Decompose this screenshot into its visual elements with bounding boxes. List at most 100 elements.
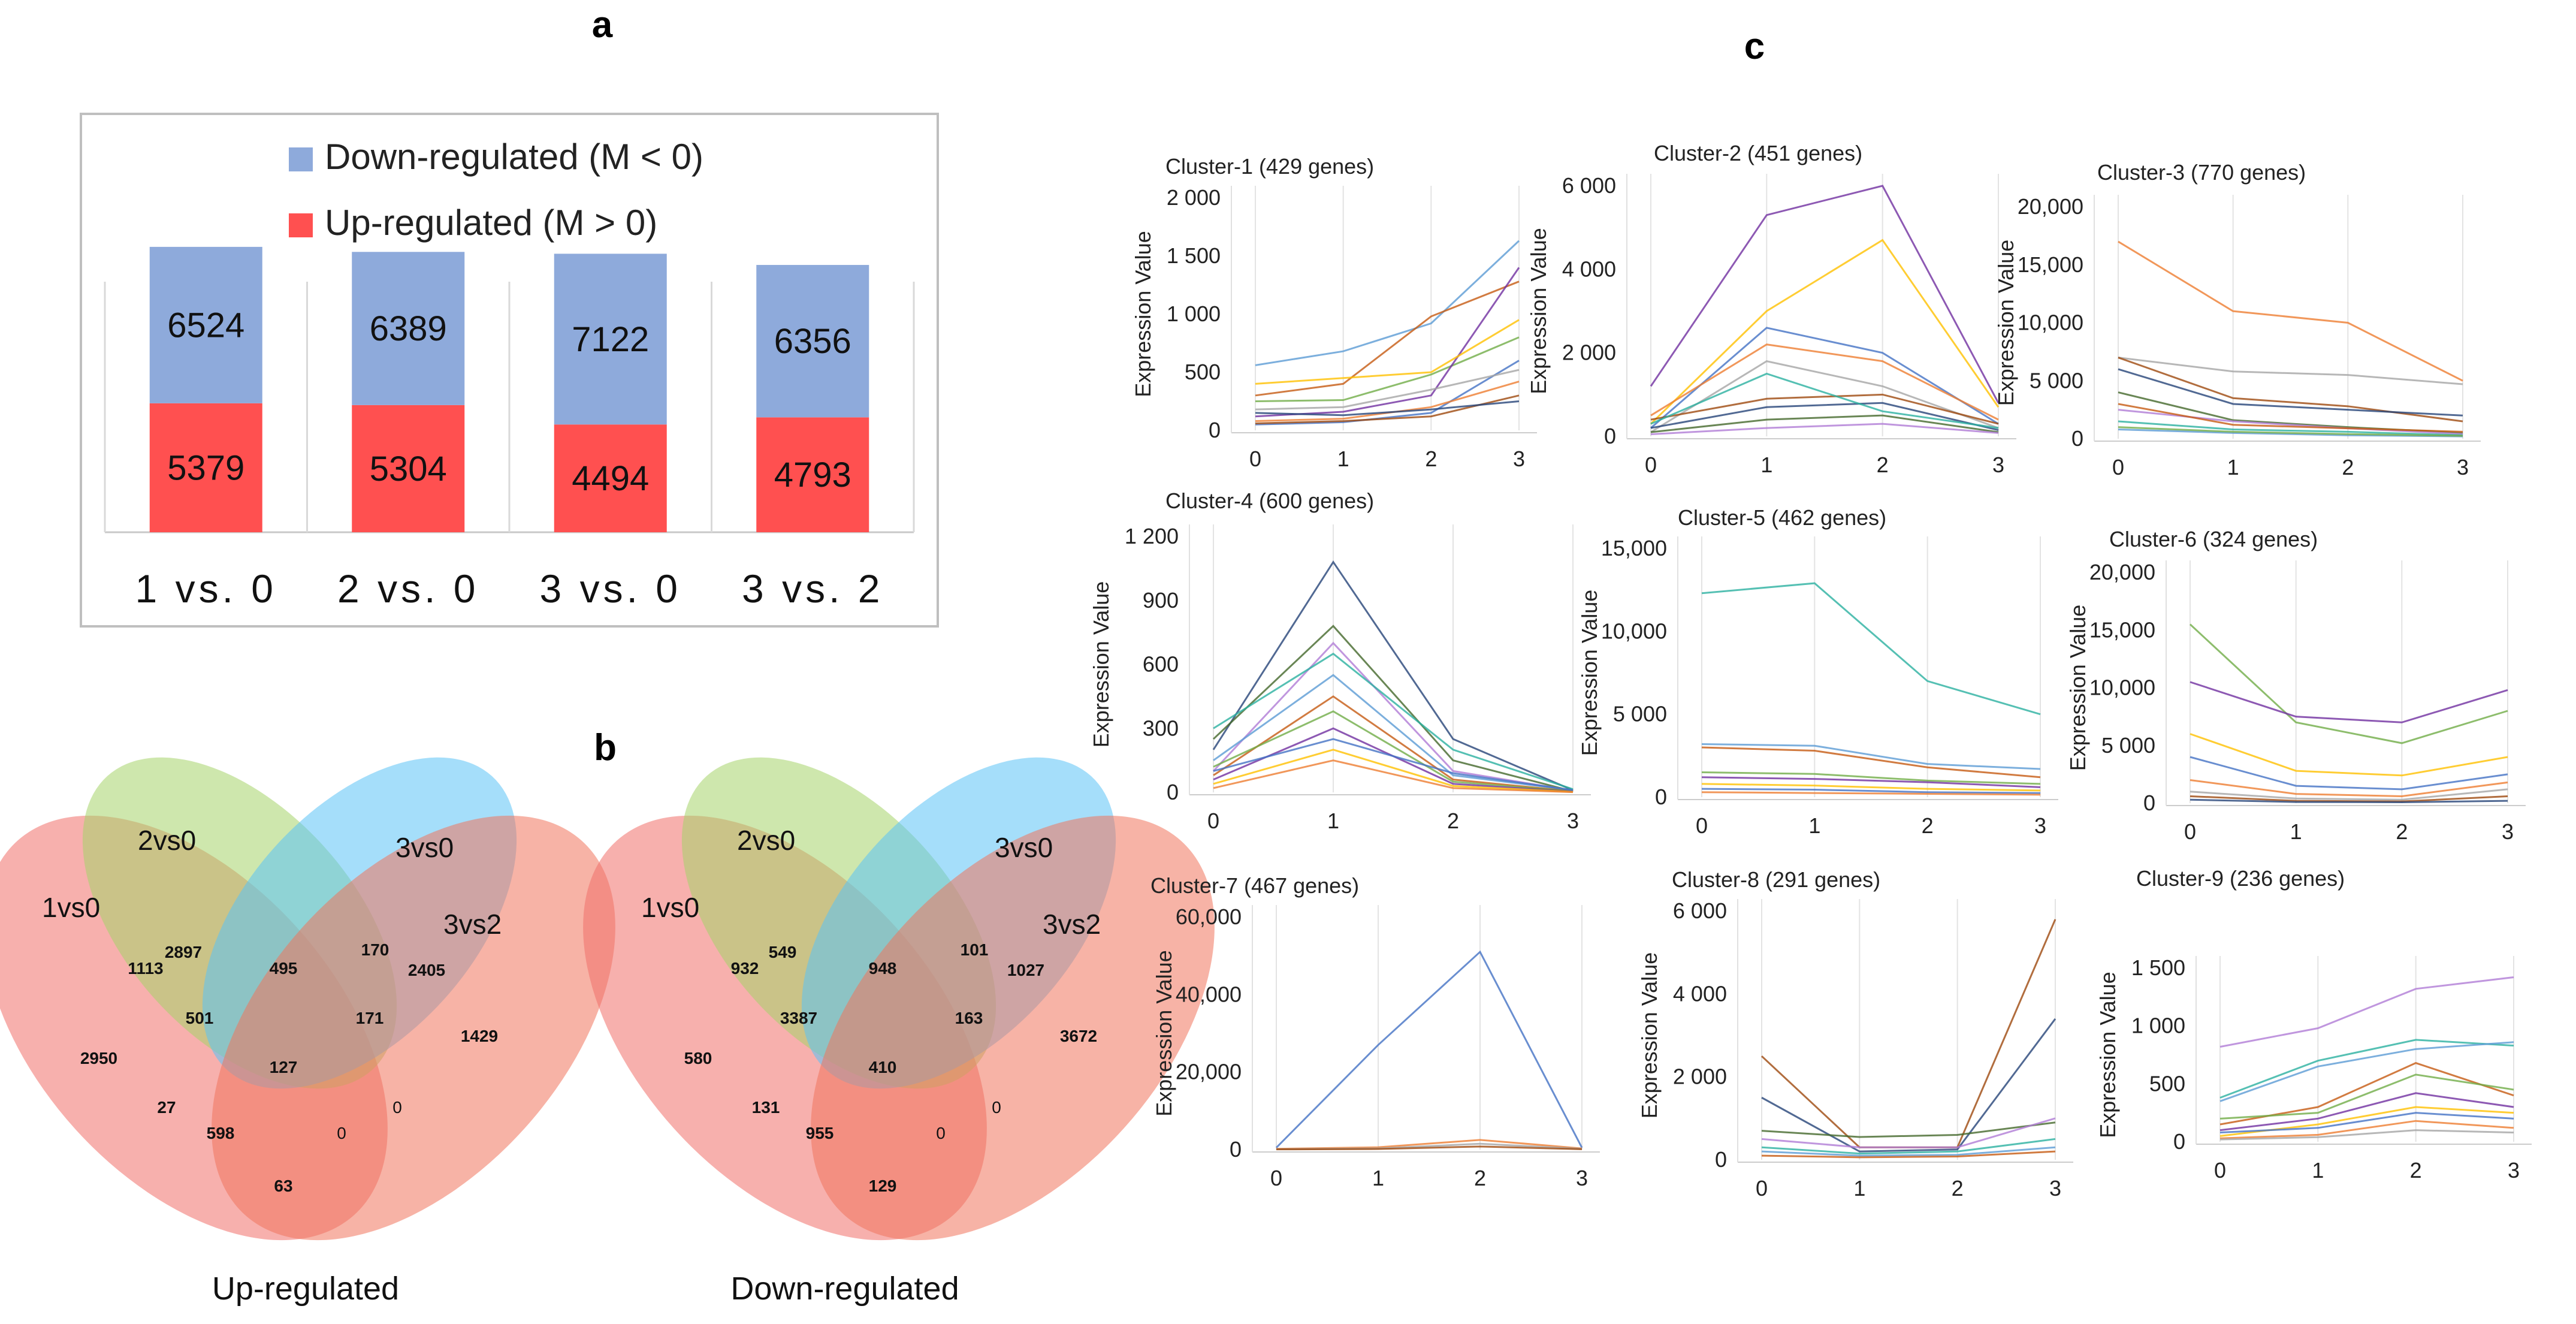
venn-region-2vs0-3vs0-3vs2: 163 [955,1009,983,1027]
series-line [2118,368,2463,417]
x-tick-label: 1 [1853,1176,1865,1201]
x-tick-label: 2 [1877,453,1889,477]
series-line [1761,1018,2056,1153]
y-axis-label: Expression Value [1089,581,1113,748]
cluster-title: Cluster-4 (600 genes) [1165,488,1374,513]
venn-region-3vs0-3vs2: 2405 [408,961,445,979]
cluster-chart-1: Cluster-1 (429 genes) 0 500 1 000 1 500 2 000… [1131,154,1537,471]
series-line [1213,759,1574,794]
bar-down-2-vs-0 [352,252,465,405]
x-tick-label: 0 [1696,813,1708,838]
x-tick-label: 3 [2034,813,2046,838]
y-axis-label: Expression Value [1131,231,1155,397]
venn-region-all: 127 [270,1058,298,1076]
venn-region-1vs0-2vs0-3vs2: 0 [337,1124,346,1142]
x-tick-label: 0 [2214,1158,2226,1183]
y-tick-label: 10,000 [1601,619,1667,643]
data-label-up-3-vs-0: 4494 [572,459,649,498]
y-axis-label: Expression Value [1994,240,2018,406]
series-line [1701,771,2041,785]
legend-swatch-down-regulated-m-0 [289,147,313,171]
series-line [1276,1145,1583,1151]
series-line [2219,1041,2514,1102]
x-tick-label: 0 [1270,1166,1282,1190]
y-tick-label: 0 [2173,1129,2185,1154]
series-line [1213,749,1574,793]
series-line [1761,1121,2056,1138]
series-line [1650,239,2000,425]
x-tick-label: 2 [2342,455,2354,479]
y-tick-label: 1 000 [1167,301,1221,326]
y-tick-label: 0 [2143,791,2155,815]
venn-region-2vs0-3vs0-3vs2: 171 [356,1009,384,1027]
venn-set-label-3vs2: 3vs2 [443,909,502,940]
y-tick-label: 5 000 [2030,368,2083,393]
x-tick-label: 1 [1327,809,1339,833]
series-line [2219,1120,2514,1139]
cluster-title: Cluster-5 (462 genes) [1678,505,1886,530]
cluster-chart-9: Cluster-9 (236 genes) 0 500 1 000 1 500 0 1 2 3 E… [2095,866,2532,1183]
venn-set-label-1vs0: 1vs0 [641,892,699,923]
cluster-chart-6: Cluster-6 (324 genes) 0 5 000 10,000 15,000 2… [2065,527,2526,844]
venn-region-2vs0-3vs2: 0 [392,1098,402,1117]
venn-region-1vs0-3vs0: 131 [752,1098,780,1117]
y-tick-label: 1 200 [1125,524,1179,548]
y-tick-label: 20,000 [2018,194,2083,219]
series-line [1761,1150,2056,1159]
data-label-down-3-vs-0: 7122 [572,320,649,359]
panel-label-b: b [594,727,617,768]
x-tick-label: 1 [1808,813,1820,838]
legend-label-up-regulated-m-0: Up-regulated (M > 0) [325,203,657,243]
venn-region-2vs0-3vs2: 0 [992,1098,1001,1117]
series-line [1650,414,1999,433]
y-tick-label: 1 000 [2131,1014,2185,1038]
cluster-title: Cluster-1 (429 genes) [1165,154,1374,179]
y-tick-label: 5 000 [2101,733,2155,758]
x-tick-label: 1 [2227,455,2239,479]
y-tick-label: 500 [2149,1071,2185,1096]
series-line [2190,733,2508,777]
venn-region-only-1vs0: 580 [684,1049,712,1067]
y-axis-label: Expression Value [1577,590,1602,756]
x-tick-label: 0 [1249,447,1261,471]
venn-region-only-1vs0: 2950 [80,1049,117,1067]
series-line [2118,420,2463,436]
data-label-down-1-vs-0: 6524 [167,306,244,345]
category-label-3-vs-2: 3 vs. 2 [742,566,883,611]
y-axis-label: Expression Value [1152,950,1176,1117]
cluster-title: Cluster-8 (291 genes) [1672,867,1880,892]
series-line [1255,336,1520,402]
series-line [1213,710,1574,792]
venn-title-down-regulated: Down-regulated [730,1271,959,1307]
cluster-chart-7: Cluster-7 (467 genes) 0 20,000 40,000 60,000… [1150,873,1600,1190]
venn-region-1vs0-3vs2: 63 [274,1177,292,1195]
x-tick-label: 1 [2290,819,2302,844]
y-tick-label: 40,000 [1176,982,1242,1006]
venn-region-only-3vs0: 101 [961,940,989,959]
venn-region-2vs0-3vs0: 495 [270,959,298,978]
panel-label-a: a [592,4,613,46]
x-tick-label: 0 [1207,809,1219,833]
series-line [1650,423,1999,436]
series-line [1761,1138,2056,1155]
series-line [2189,623,2508,744]
x-tick-label: 1 [1372,1166,1384,1190]
x-tick-label: 3 [2457,455,2469,479]
y-tick-label: 15,000 [2018,252,2083,277]
cluster-title: Cluster-6 (324 genes) [2109,527,2318,551]
series-line [1255,369,1520,411]
category-label-2-vs-0: 2 vs. 0 [337,566,479,611]
x-tick-label: 0 [2184,819,2196,844]
bar-down-3-vs-2 [756,265,869,418]
venn-region-all: 410 [869,1058,897,1076]
x-tick-label: 2 [2410,1158,2422,1183]
series-line [2219,1092,2514,1132]
series-line [2190,798,2508,803]
series-line [1760,919,2056,1148]
panel-a-bar-chart: Down-regulated (M < 0) Up-regulated (M > … [104,137,915,611]
venn-set-label-2vs0: 2vs0 [138,825,196,856]
series-line [1701,746,2041,779]
series-line [2118,426,2463,437]
series-line [1213,695,1574,792]
